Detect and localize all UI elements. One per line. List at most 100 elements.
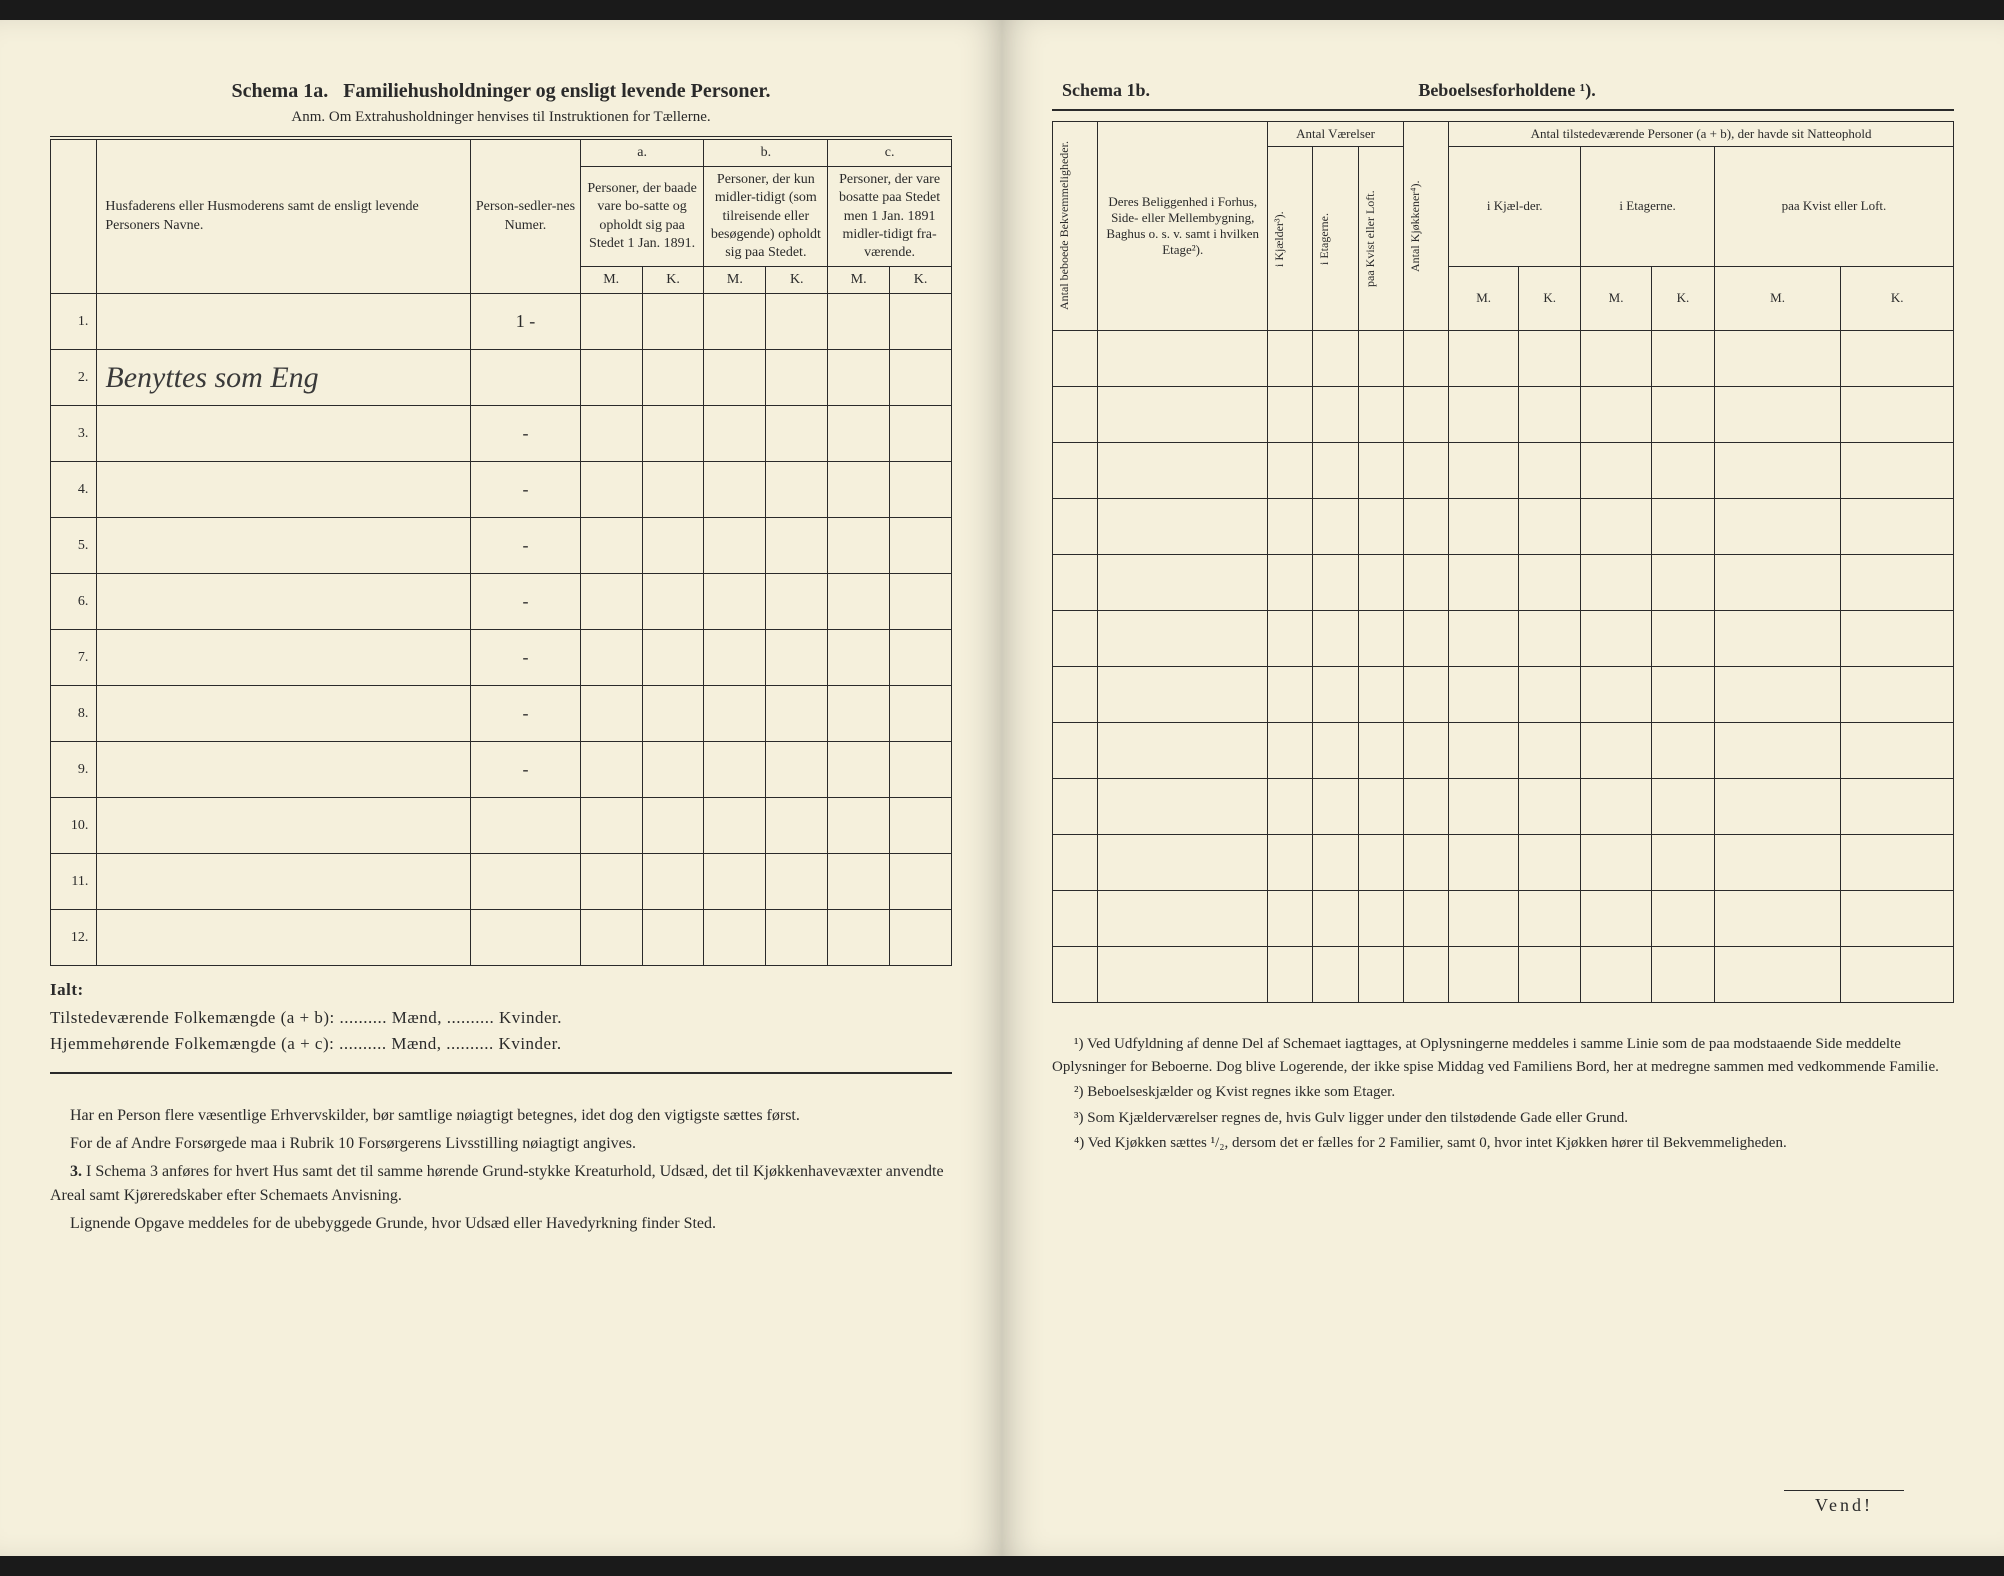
cell <box>1449 611 1519 667</box>
cell <box>704 630 766 686</box>
cell <box>1053 443 1098 499</box>
cell <box>1268 947 1313 1003</box>
cell <box>828 854 890 910</box>
table-row: 11. <box>51 854 952 910</box>
col-vaer-etag-text: i Etagerne. <box>1315 179 1341 299</box>
cell <box>1581 443 1652 499</box>
totals-line-2: Hjemmehørende Folkemængde (a + c): .....… <box>50 1034 952 1054</box>
cell <box>1449 891 1519 947</box>
cell <box>704 742 766 798</box>
cell <box>1403 947 1448 1003</box>
footnote-2: ²) Beboelseskjælder og Kvist regnes ikke… <box>1052 1081 1954 1104</box>
cell <box>1841 891 1954 947</box>
cell <box>1053 499 1098 555</box>
cell <box>766 742 828 798</box>
cell <box>1098 331 1268 387</box>
cell <box>1403 555 1448 611</box>
table-row <box>1053 331 1954 387</box>
cell <box>1519 443 1581 499</box>
cell <box>1714 555 1840 611</box>
cell <box>1358 779 1403 835</box>
cell <box>766 406 828 462</box>
personsedler-cell <box>471 798 581 854</box>
cell <box>828 798 890 854</box>
cell <box>580 574 642 630</box>
col-antal-vaer: Antal Værelser <box>1268 122 1404 147</box>
col-antal-bekv-text: Antal beboede Bekvemmeligheder. <box>1055 126 1081 326</box>
cell <box>890 462 952 518</box>
table-row <box>1053 947 1954 1003</box>
row-number: 11. <box>51 854 97 910</box>
table-row: 6.- <box>51 574 952 630</box>
cell <box>1449 779 1519 835</box>
cell <box>890 350 952 406</box>
cell <box>1053 667 1098 723</box>
cell <box>1053 387 1098 443</box>
row-number: 5. <box>51 518 97 574</box>
col-a-text: Personer, der baade vare bo-satte og oph… <box>580 167 704 267</box>
cell <box>1358 835 1403 891</box>
cell <box>704 350 766 406</box>
personsedler-cell: - <box>471 462 581 518</box>
personsedler-cell: - <box>471 574 581 630</box>
cell <box>1651 835 1714 891</box>
cell <box>1313 611 1358 667</box>
cell <box>1098 667 1268 723</box>
cell <box>580 798 642 854</box>
cell <box>642 910 704 966</box>
col-c-m: M. <box>828 267 890 294</box>
footnote-1: ¹) Ved Udfyldning af denne Del af Schema… <box>1052 1033 1954 1078</box>
row-number: 1. <box>51 294 97 350</box>
col-kjael-m: M. <box>1449 266 1519 331</box>
cell <box>1313 555 1358 611</box>
page-left: Schema 1a. Familiehusholdninger og ensli… <box>0 20 1002 1556</box>
col-kvist-m: M. <box>1714 266 1840 331</box>
cell <box>642 406 704 462</box>
cell <box>1581 779 1652 835</box>
cell <box>1358 611 1403 667</box>
name-cell <box>97 742 471 798</box>
cell <box>1053 555 1098 611</box>
cell <box>1358 667 1403 723</box>
cell <box>1358 443 1403 499</box>
cell <box>1449 387 1519 443</box>
cell <box>1403 835 1448 891</box>
cell <box>1053 835 1098 891</box>
table-row: 7.- <box>51 630 952 686</box>
table-row <box>1053 835 1954 891</box>
cell <box>1268 891 1313 947</box>
footnote-p3: 3. I Schema 3 anføres for hvert Hus samt… <box>50 1160 952 1208</box>
cell <box>1651 723 1714 779</box>
cell <box>1519 331 1581 387</box>
cell <box>1313 891 1358 947</box>
cell <box>1268 499 1313 555</box>
cell <box>828 574 890 630</box>
row-number: 4. <box>51 462 97 518</box>
row-number: 8. <box>51 686 97 742</box>
cell <box>1403 723 1448 779</box>
cell <box>766 574 828 630</box>
cell <box>1714 331 1840 387</box>
cell <box>1841 555 1954 611</box>
cell <box>1313 835 1358 891</box>
cell <box>1403 331 1448 387</box>
col-b-text: Personer, der kun midler-tidigt (som til… <box>704 167 828 267</box>
cell <box>1403 443 1448 499</box>
cell <box>890 630 952 686</box>
table-row: 5.- <box>51 518 952 574</box>
cell <box>1098 723 1268 779</box>
cell <box>1519 555 1581 611</box>
table-row <box>1053 611 1954 667</box>
cell <box>1449 555 1519 611</box>
cell <box>1581 555 1652 611</box>
cell <box>890 854 952 910</box>
cell <box>1268 723 1313 779</box>
cell <box>704 462 766 518</box>
cell <box>1098 779 1268 835</box>
name-cell <box>97 462 471 518</box>
table-row: 9.- <box>51 742 952 798</box>
cell <box>1714 779 1840 835</box>
cell <box>1519 779 1581 835</box>
cell <box>1449 835 1519 891</box>
personsedler-cell: 1 - <box>471 294 581 350</box>
